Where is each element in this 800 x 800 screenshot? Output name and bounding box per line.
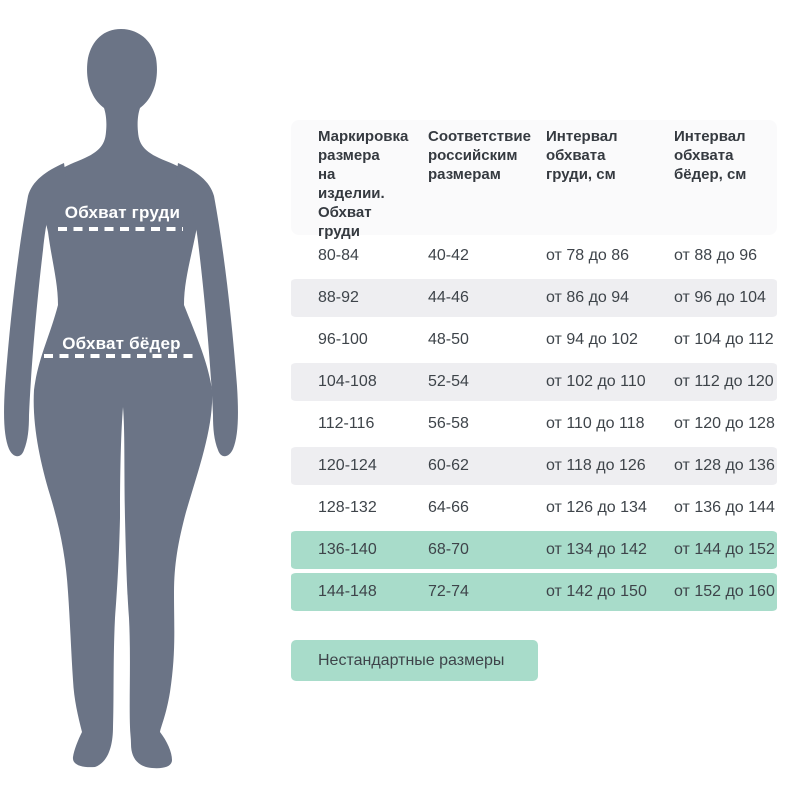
header-hips-interval: Интервал обхвата бёдер, см	[674, 128, 747, 183]
right-arm	[176, 163, 238, 457]
cell-russian-size: 40-42	[428, 247, 469, 264]
cell-marking: 104-108	[318, 373, 377, 390]
header-russian-size: Соответствие российским размерам	[428, 128, 531, 183]
cell-hips-interval: от 88 до 96	[674, 247, 758, 264]
cell-chest-interval: от 86 до 94	[546, 289, 630, 306]
table-header: Маркировка размера на изделии. Обхват гр…	[291, 120, 777, 240]
table-row: 144-148 72-74 от 142 до 150 от 152 до 16…	[291, 571, 777, 613]
cell-chest-interval: от 102 до 110	[546, 373, 646, 390]
left-arm	[4, 163, 66, 457]
cell-chest-interval: от 94 до 102	[546, 331, 638, 348]
cell-hips-interval: от 104 до 112	[674, 331, 774, 348]
table-row: 120-124 60-62 от 118 до 126 от 128 до 13…	[291, 445, 777, 487]
cell-chest-interval: от 118 до 126	[546, 457, 646, 474]
cell-hips-interval: от 120 до 128	[674, 415, 775, 432]
cell-hips-interval: от 136 до 144	[674, 499, 775, 516]
cell-russian-size: 68-70	[428, 541, 469, 558]
cell-hips-interval: от 128 до 136	[674, 457, 775, 474]
cell-russian-size: 52-54	[428, 373, 469, 390]
chest-girth-label: Обхват груди	[64, 203, 181, 222]
header-chest-interval: Интервал обхвата груди, см	[546, 128, 618, 183]
cell-chest-interval: от 78 до 86	[546, 247, 630, 264]
cell-chest-interval: от 126 до 134	[546, 499, 647, 516]
cell-marking: 88-92	[318, 289, 359, 306]
table-row: 80-84 40-42 от 78 до 86 от 88 до 96	[291, 235, 777, 277]
table-rows: 80-84 40-42 от 78 до 86 от 88 до 96 88-9…	[291, 235, 777, 613]
cell-marking: 96-100	[318, 331, 368, 348]
cell-hips-interval: от 144 до 152	[674, 541, 775, 558]
header-marking: Маркировка размера на изделии. Обхват гр…	[318, 128, 409, 240]
size-table: Маркировка размера на изделии. Обхват гр…	[291, 120, 777, 613]
cell-russian-size: 64-66	[428, 499, 469, 516]
table-row: 128-132 64-66 от 126 до 134 от 136 до 14…	[291, 487, 777, 529]
table-row: 96-100 48-50 от 94 до 102 от 104 до 112	[291, 319, 777, 361]
nonstandard-sizes-badge: Нестандартные размеры	[291, 640, 538, 681]
cell-marking: 128-132	[318, 499, 377, 516]
cell-marking: 120-124	[318, 457, 377, 474]
cell-marking: 136-140	[318, 541, 377, 558]
cell-marking: 144-148	[318, 583, 377, 600]
cell-hips-interval: от 112 до 120	[674, 373, 774, 390]
cell-marking: 112-116	[318, 415, 375, 432]
cell-marking: 80-84	[318, 247, 359, 264]
table-row: 104-108 52-54 от 102 до 110 от 112 до 12…	[291, 361, 777, 403]
cell-russian-size: 56-58	[428, 415, 469, 432]
table-row: 88-92 44-46 от 86 до 94 от 96 до 104	[291, 277, 777, 319]
female-body-silhouette	[4, 29, 238, 769]
hips-girth-label: Обхват бёдер	[62, 334, 181, 353]
cell-chest-interval: от 142 до 150	[546, 583, 647, 600]
cell-chest-interval: от 110 до 118	[546, 415, 645, 432]
cell-russian-size: 60-62	[428, 457, 469, 474]
cell-russian-size: 48-50	[428, 331, 469, 348]
cell-hips-interval: от 96 до 104	[674, 289, 766, 306]
table-row: 136-140 68-70 от 134 до 142 от 144 до 15…	[291, 529, 777, 571]
nonstandard-sizes-label: Нестандартные размеры	[318, 651, 505, 669]
table-row: 112-116 56-58 от 110 до 118 от 120 до 12…	[291, 403, 777, 445]
cell-russian-size: 72-74	[428, 583, 469, 600]
cell-russian-size: 44-46	[428, 289, 469, 306]
cell-hips-interval: от 152 до 160	[674, 583, 775, 600]
body-silhouette	[32, 29, 213, 769]
cell-chest-interval: от 134 до 142	[546, 541, 647, 558]
